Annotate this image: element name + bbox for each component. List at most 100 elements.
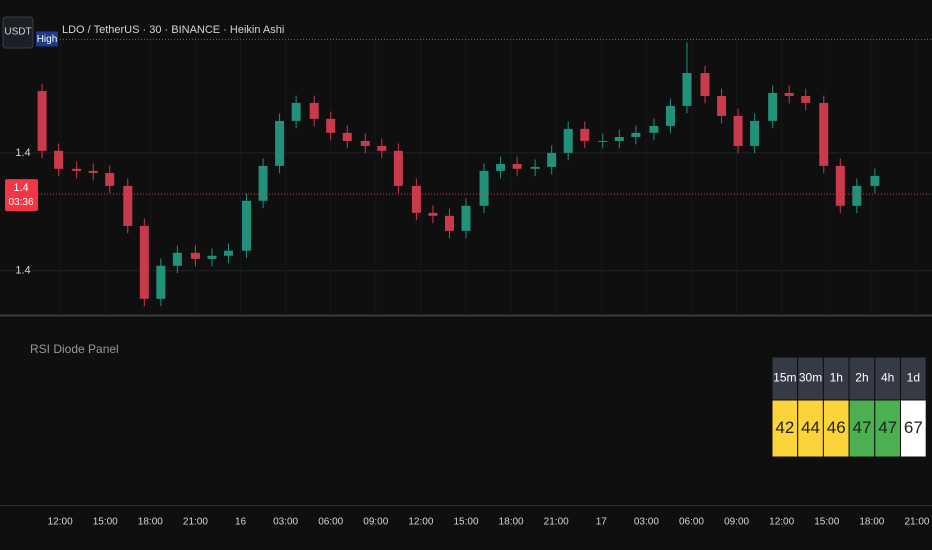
header-cell [822, 356, 850, 401]
x-tick-label: 12:00 [769, 517, 794, 528]
candle-body [190, 252, 200, 259]
header-text: 30m [799, 371, 822, 385]
x-tick-label: 15:00 [93, 517, 118, 528]
header-cell [900, 356, 927, 401]
x-tick-label: 17 [596, 517, 608, 528]
header-text: 1d [907, 371, 920, 385]
candle-body [530, 166, 540, 169]
candle-body [393, 150, 403, 186]
header-cell [848, 356, 876, 401]
x-tick-label: 21:00 [904, 517, 929, 528]
candle-body [665, 105, 675, 126]
x-tick-label: 03:00 [634, 517, 659, 528]
candle-body [580, 128, 590, 141]
candle-body [598, 140, 608, 142]
last-price-label: 1.4 [13, 182, 28, 194]
candle-body [700, 73, 710, 97]
value-text: 42 [775, 418, 794, 437]
header-text: 4h [881, 371, 894, 385]
candle-body [614, 136, 624, 141]
x-tick-label: 18:00 [138, 517, 163, 528]
high-tag [36, 31, 58, 47]
high-label: High [37, 34, 58, 45]
candle-body [172, 252, 182, 266]
x-tick-label: 21:00 [183, 517, 208, 528]
candle-body [801, 96, 811, 103]
currency-label: USDT [4, 27, 31, 38]
candle-body [496, 163, 506, 171]
candle-body [733, 115, 743, 146]
value-cell [797, 399, 824, 458]
candle-body [258, 165, 268, 201]
panel-title: RSI Diode Panel [30, 342, 119, 356]
candle-body [631, 132, 641, 137]
candle-body [139, 225, 149, 299]
candle-body [275, 120, 285, 166]
x-tick-label: 21:00 [544, 517, 569, 528]
candle-body [750, 120, 760, 146]
x-tick-label: 03:00 [273, 517, 298, 528]
x-tick-label: 09:00 [724, 517, 749, 528]
candle-body [479, 170, 489, 206]
value-cell [848, 399, 876, 458]
value-text: 47 [852, 418, 871, 437]
candle-body [88, 170, 98, 173]
candle-body [512, 163, 522, 169]
candle-body [37, 91, 47, 151]
value-text: 47 [878, 418, 897, 437]
currency-button[interactable] [2, 16, 34, 49]
x-tick-label: 18:00 [859, 517, 884, 528]
candle-body [428, 212, 438, 216]
value-text: 44 [801, 418, 820, 437]
x-tick-label: 06:00 [318, 517, 343, 528]
candle-body [72, 168, 82, 171]
x-tick-label: 12:00 [48, 517, 73, 528]
x-tick-label: 18:00 [499, 517, 524, 528]
candle-body [223, 250, 233, 256]
rsi-table: 15m 42 30m 44 1h 46 2h 47 4h 47 1d 67 [771, 356, 927, 458]
candle-body [547, 152, 557, 167]
value-text: 46 [827, 418, 846, 437]
x-tick-label: 09:00 [363, 517, 388, 528]
value-cell [900, 399, 927, 458]
candle-body [819, 102, 829, 166]
candle-body [326, 118, 336, 133]
candle-body [852, 185, 862, 206]
candle-body [768, 92, 778, 121]
candle-body [444, 215, 454, 231]
candle-body [411, 185, 421, 213]
y-tick-label: 1.4 [15, 265, 30, 277]
candle-body [156, 265, 166, 299]
candle-body [682, 73, 692, 106]
header-cell [771, 356, 799, 401]
candle-body [242, 200, 252, 251]
countdown: 03:36 [8, 197, 33, 208]
x-tick-label: 15:00 [814, 517, 839, 528]
x-tick-label: 15:00 [453, 517, 478, 528]
candle-body [207, 255, 217, 259]
candle-body [870, 175, 880, 186]
x-tick-label: 12:00 [408, 517, 433, 528]
header-cell [797, 356, 824, 401]
header-text: 2h [855, 371, 868, 385]
header-text: 15m [773, 371, 796, 385]
candle-body [342, 132, 352, 141]
value-text: 67 [904, 418, 923, 437]
last-price-tag [5, 179, 38, 212]
candle-body [105, 172, 115, 186]
candle-body [461, 205, 471, 231]
header-text: 1h [830, 371, 843, 385]
chart-title: LDO / TetherUS · 30 · BINANCE · Heikin A… [62, 24, 284, 36]
candle-body [309, 102, 319, 119]
y-tick-label: 1.4 [15, 147, 30, 159]
candle-body [377, 145, 387, 151]
candle-body [563, 128, 573, 153]
candle-body [291, 102, 301, 121]
candle-body [835, 165, 845, 206]
candle-body [360, 140, 370, 146]
candle-body [717, 96, 727, 116]
candle-body [54, 150, 64, 169]
candle-body [649, 125, 659, 133]
